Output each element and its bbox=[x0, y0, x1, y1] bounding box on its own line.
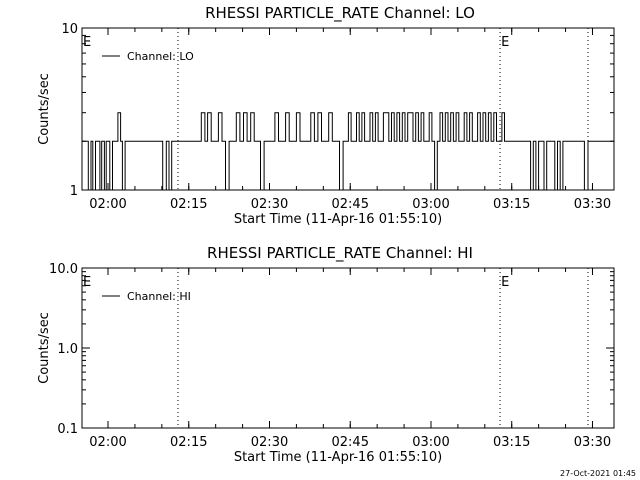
plot-frame bbox=[81, 27, 615, 191]
hi-channel-plot: RHESSI PARTICLE_RATE Channel: HI 02:00 02:… bbox=[37, 244, 615, 465]
chart-title: RHESSI PARTICLE_RATE Channel: LO bbox=[205, 4, 475, 23]
y-tick-label: 10 bbox=[61, 22, 78, 37]
x-tick-label: 02:45 bbox=[332, 197, 369, 212]
x-tick-label: 03:00 bbox=[412, 197, 449, 212]
legend-label: Channel: HI bbox=[127, 290, 191, 303]
x-tick-label: 03:15 bbox=[493, 435, 530, 450]
y-tick-label: 10.0 bbox=[49, 262, 78, 277]
y-tick-label: 1 bbox=[70, 184, 78, 199]
x-tick-label: 02:15 bbox=[170, 197, 207, 212]
x-tick-label: 02:45 bbox=[332, 435, 369, 450]
y-axis-label: Counts/sec bbox=[37, 312, 52, 384]
generation-timestamp: 27-Oct-2021 01:45 bbox=[560, 469, 636, 478]
x-tick-label: 03:15 bbox=[493, 197, 530, 212]
y-tick-label: 0.1 bbox=[57, 422, 78, 437]
x-tick-label: 02:00 bbox=[89, 197, 126, 212]
x-tick-label: 02:30 bbox=[251, 435, 288, 450]
x-tick-label: 03:00 bbox=[412, 435, 449, 450]
x-tick-label: 03:30 bbox=[574, 435, 611, 450]
y-axis-label: Counts/sec bbox=[37, 73, 52, 145]
x-axis-label: Start Time (11-Apr-16 01:55:10) bbox=[234, 212, 442, 227]
event-marker-label: E bbox=[501, 35, 509, 50]
x-tick-label: 02:00 bbox=[89, 435, 126, 450]
x-axis-label: Start Time (11-Apr-16 01:55:10) bbox=[234, 450, 442, 465]
x-tick-label: 03:30 bbox=[574, 197, 611, 212]
start-marker-label: E bbox=[83, 35, 91, 50]
event-marker-label: E bbox=[501, 275, 509, 290]
lo-channel-plot: RHESSI PARTICLE_RATE Channel: LO 02:00 02:… bbox=[37, 4, 615, 227]
y-tick-label: 1.0 bbox=[57, 342, 78, 357]
legend-label: Channel: LO bbox=[127, 50, 194, 63]
series-line-channel-lo bbox=[82, 112, 614, 191]
start-marker-label: E bbox=[83, 275, 91, 290]
chart-title: RHESSI PARTICLE_RATE Channel: HI bbox=[207, 244, 473, 263]
x-tick-label: 02:30 bbox=[251, 197, 288, 212]
x-tick-label: 02:15 bbox=[170, 435, 207, 450]
